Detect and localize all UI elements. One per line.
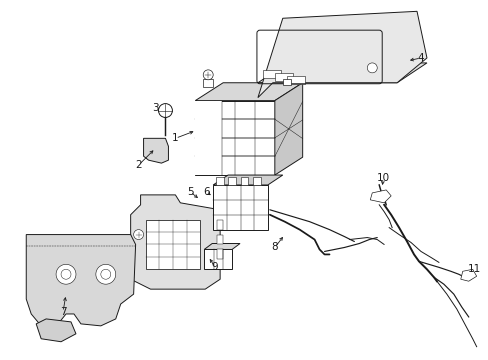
- Text: 6: 6: [203, 187, 209, 197]
- Bar: [217, 235, 223, 244]
- Text: 3: 3: [152, 103, 159, 113]
- Polygon shape: [130, 195, 220, 289]
- Circle shape: [366, 63, 376, 73]
- Bar: [286, 76, 304, 84]
- Bar: [252, 177, 260, 185]
- Text: 4: 4: [417, 53, 424, 63]
- Polygon shape: [274, 83, 302, 175]
- Polygon shape: [369, 190, 390, 203]
- Text: 2: 2: [135, 160, 142, 170]
- Bar: [204, 249, 232, 269]
- Polygon shape: [204, 243, 240, 249]
- Bar: [274, 73, 292, 81]
- Polygon shape: [26, 235, 135, 326]
- Bar: [282, 79, 290, 85]
- Bar: [217, 220, 223, 230]
- Circle shape: [96, 264, 116, 284]
- Polygon shape: [257, 11, 426, 98]
- Text: 8: 8: [271, 243, 278, 252]
- Polygon shape: [460, 269, 476, 281]
- Polygon shape: [36, 319, 76, 342]
- Bar: [203, 79, 213, 87]
- Bar: [213, 185, 267, 230]
- Circle shape: [133, 230, 143, 239]
- Polygon shape: [195, 83, 302, 100]
- Text: 10: 10: [376, 173, 389, 183]
- Bar: [216, 177, 224, 185]
- Text: 1: 1: [172, 133, 178, 143]
- Polygon shape: [213, 175, 282, 185]
- Circle shape: [56, 264, 76, 284]
- Circle shape: [203, 70, 213, 80]
- Bar: [217, 249, 223, 260]
- Text: 11: 11: [467, 264, 480, 274]
- Circle shape: [158, 104, 172, 117]
- Circle shape: [61, 269, 71, 279]
- Text: 5: 5: [186, 187, 193, 197]
- Text: 7: 7: [60, 307, 66, 317]
- Text: 9: 9: [211, 262, 218, 272]
- Polygon shape: [257, 63, 426, 83]
- Bar: [228, 177, 236, 185]
- Bar: [263, 70, 280, 78]
- Bar: [240, 177, 248, 185]
- Bar: [195, 100, 274, 175]
- Bar: [145, 220, 200, 269]
- Polygon shape: [143, 138, 168, 163]
- Circle shape: [101, 269, 111, 279]
- Bar: [195, 100, 222, 175]
